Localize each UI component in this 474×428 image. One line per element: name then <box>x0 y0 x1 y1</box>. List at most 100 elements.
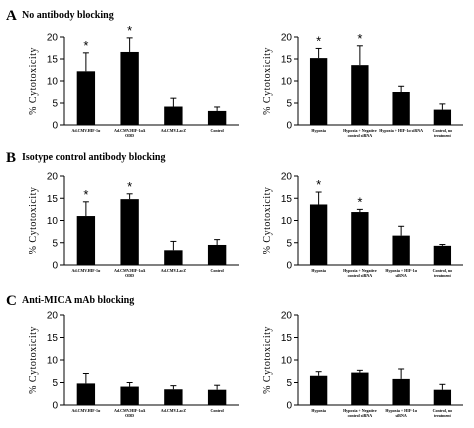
y-tick-label: 10 <box>47 216 59 227</box>
charts-container: 0 5 10 15 20 % Cytotoxicity * Ad.CMV.HIF-1α * Ad.… <box>28 23 463 418</box>
bar <box>392 378 410 405</box>
y-tick-label: 20 <box>47 311 59 322</box>
category-label: siRNA <box>395 273 406 278</box>
category-label: Ad.CMV.LacZ <box>161 408 187 413</box>
panel-letter-b: B <box>6 150 16 166</box>
category-label: Ad.CMV.HIF-1α <box>71 268 101 273</box>
category-label: ODD <box>125 413 134 418</box>
chart-a-right: 0 5 10 15 20 % Cytotoxicity * Hypoxia * Hypoxia +… <box>262 31 463 138</box>
y-axis-label: % Cytotoxicity <box>28 47 39 115</box>
y-tick-label: 5 <box>286 238 292 249</box>
y-tick-label: 20 <box>281 311 293 322</box>
y-axis-label: % Cytotoxicity <box>28 187 39 255</box>
category-label: Control, no <box>433 268 452 273</box>
bar <box>164 250 183 265</box>
significance-marker: * <box>127 179 132 194</box>
category-label: ODD <box>125 133 134 138</box>
y-tick-label: 0 <box>286 121 292 132</box>
y-tick-label: 10 <box>47 77 59 88</box>
chart-c-right: 0 5 10 15 20 % Cytotoxicity Hypoxia Hypoxia + N… <box>262 311 463 418</box>
category-label: Hypoxia + HIF-1α <box>385 268 417 273</box>
significance-marker: * <box>316 33 321 48</box>
y-tick-label: 10 <box>281 77 293 88</box>
category-label: Hypoxia + HIF-1α <box>385 408 417 413</box>
bar <box>433 245 452 265</box>
bar <box>76 71 96 125</box>
category-label: Ad.CMV.HIF-1αΔ <box>114 128 146 133</box>
category-label: Ad.CMV.HIF-1α <box>71 128 101 133</box>
significance-marker: * <box>316 177 321 192</box>
significance-marker: * <box>127 23 132 38</box>
y-tick-label: 15 <box>47 55 59 66</box>
category-label: treatment <box>434 413 451 418</box>
panel-title-b: Isotype control antibody blocking <box>22 152 165 163</box>
y-tick-label: 10 <box>47 356 59 367</box>
y-tick-label: 15 <box>281 55 293 66</box>
panel-letter-c: C <box>6 293 17 309</box>
chart-a-left: 0 5 10 15 20 % Cytotoxicity * Ad.CMV.HIF-1α * Ad.… <box>28 23 239 138</box>
category-label: Hypoxia + Negative <box>343 128 377 133</box>
category-label: Hypoxia + HIF-1α siRNA <box>379 128 423 133</box>
bar <box>120 199 139 265</box>
category-label: Control <box>210 408 224 413</box>
bar <box>433 109 452 125</box>
bar <box>120 51 139 125</box>
category-label: control siRNA <box>348 413 373 418</box>
bar <box>433 389 452 405</box>
category-label: Ad.CMV.LacZ <box>161 268 187 273</box>
y-tick-label: 5 <box>52 378 58 389</box>
bar <box>120 386 139 405</box>
bar <box>309 375 328 405</box>
category-label: Hypoxia <box>311 268 325 273</box>
category-label: siRNA <box>395 413 406 418</box>
bar <box>351 65 369 125</box>
y-tick-label: 0 <box>286 261 292 272</box>
category-label: Control, no <box>433 408 452 413</box>
category-label: Hypoxia <box>311 408 325 413</box>
bar <box>392 92 410 125</box>
bar <box>351 372 369 405</box>
bar <box>309 204 328 265</box>
y-tick-label: 0 <box>52 121 58 132</box>
category-label: Ad.CMV.LacZ <box>161 128 187 133</box>
bar <box>351 212 369 265</box>
y-tick-label: 10 <box>281 356 293 367</box>
y-tick-label: 15 <box>281 333 293 344</box>
y-axis-label: % Cytotoxicity <box>28 326 39 394</box>
chart-b-left: 0 5 10 15 20 % Cytotoxicity * Ad.CMV.HIF-1α * Ad.… <box>28 172 239 278</box>
significance-marker: * <box>357 31 362 46</box>
bar <box>76 383 96 405</box>
y-tick-label: 15 <box>47 333 59 344</box>
y-tick-label: 20 <box>47 33 59 44</box>
y-axis-label: % Cytotoxicity <box>262 47 273 115</box>
y-tick-label: 5 <box>286 99 292 110</box>
y-tick-label: 20 <box>281 33 293 44</box>
category-label: Hypoxia + Negative <box>343 408 377 413</box>
panel-letter-a: A <box>6 8 17 24</box>
y-tick-label: 5 <box>286 378 292 389</box>
y-tick-label: 5 <box>52 238 58 249</box>
category-label: control siRNA <box>348 133 373 138</box>
bar <box>309 58 328 126</box>
y-axis-label: % Cytotoxicity <box>262 187 273 255</box>
category-label: Control <box>210 128 224 133</box>
category-label: Ad.CMV.HIF-1αΔ <box>114 268 146 273</box>
bar <box>207 110 227 125</box>
category-label: Ad.CMV.HIF-1α <box>71 408 101 413</box>
y-axis-label: % Cytotoxicity <box>262 326 273 394</box>
bar <box>392 235 410 265</box>
category-label: ODD <box>125 273 134 278</box>
bar <box>207 389 227 405</box>
bar <box>164 389 183 405</box>
chart-b-right: 0 5 10 15 20 % Cytotoxicity * Hypoxia * Hypoxia +… <box>262 172 463 278</box>
bar <box>164 106 183 125</box>
y-tick-label: 0 <box>286 401 292 412</box>
y-tick-label: 20 <box>47 172 59 183</box>
category-label: Hypoxia + Negative <box>343 268 377 273</box>
panel-title-a: No antibody blocking <box>22 10 114 21</box>
y-tick-label: 0 <box>52 401 58 412</box>
bar <box>76 216 96 265</box>
category-label: Control, no <box>433 128 452 133</box>
category-label: Hypoxia <box>311 128 325 133</box>
